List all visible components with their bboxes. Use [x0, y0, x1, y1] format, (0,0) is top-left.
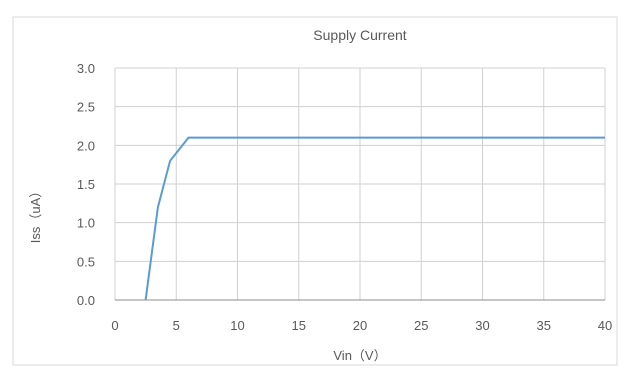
- series-line: [144, 136, 605, 301]
- y-tick-label: 1.5: [77, 177, 95, 192]
- y-tick-label: 2.5: [77, 100, 95, 115]
- chart-title: Supply Current: [313, 27, 406, 43]
- x-tick-label: 35: [537, 318, 551, 333]
- y-tick-label: 2.0: [77, 138, 95, 153]
- y-axis-label: Iss（uA）: [28, 185, 43, 244]
- series-lines: [144, 136, 605, 301]
- x-axis-label: Vin（V）: [333, 348, 386, 363]
- x-tick-label: 15: [292, 318, 306, 333]
- x-tick-label: 10: [230, 318, 244, 333]
- x-tick-label: 5: [173, 318, 180, 333]
- y-tick-labels: 0.0 0.5 1.0 1.5 2.0 2.5 3.0: [77, 61, 95, 308]
- chart-frame: [12, 16, 618, 366]
- x-tick-label: 25: [414, 318, 428, 333]
- x-tick-labels: 0 5 10 15 20 25 30 35 40: [111, 318, 612, 333]
- y-tick-label: 0.0: [77, 293, 95, 308]
- gridlines: [114, 67, 606, 301]
- y-tick-label: 0.5: [77, 254, 95, 269]
- y-tick-label: 3.0: [77, 61, 95, 76]
- x-tick-label: 0: [111, 318, 118, 333]
- x-tick-label: 20: [353, 318, 367, 333]
- x-tick-label: 30: [475, 318, 489, 333]
- x-tick-label: 40: [598, 318, 612, 333]
- y-tick-label: 1.0: [77, 216, 95, 231]
